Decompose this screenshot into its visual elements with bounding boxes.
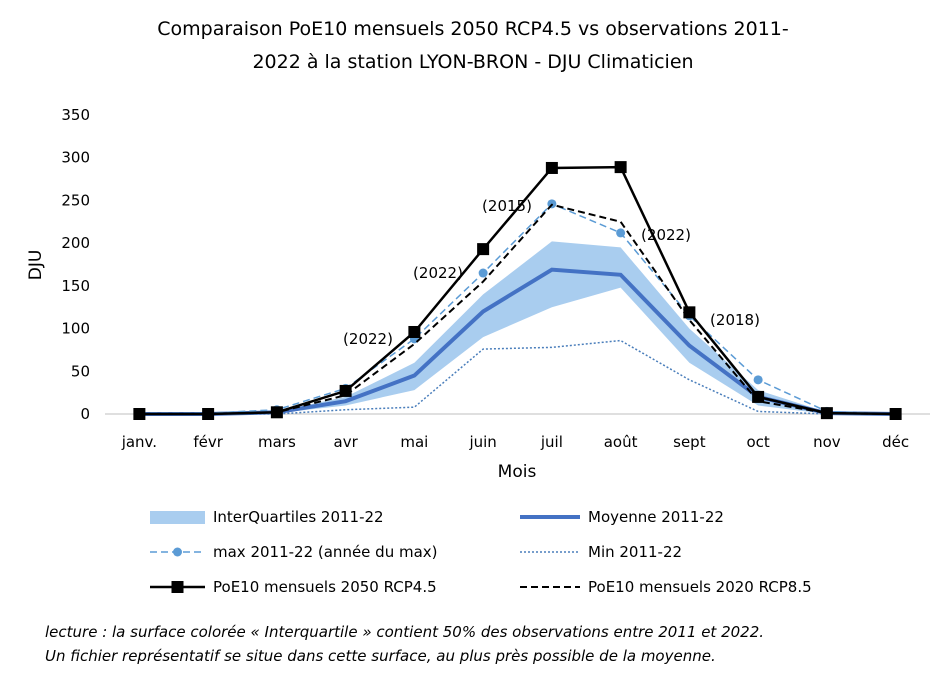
y-tick-label: 300 (61, 149, 90, 167)
y-tick-label: 0 (80, 405, 90, 423)
y-tick-label: 350 (61, 106, 90, 124)
x-tick-label: nov (813, 433, 841, 451)
x-tick-label: avr (334, 433, 359, 451)
x-tick-label: juin (468, 433, 496, 451)
marker (616, 228, 626, 238)
y-tick-label: 200 (61, 234, 90, 252)
annotation: (2018) (710, 311, 760, 329)
series-line (139, 203, 896, 415)
marker (477, 243, 490, 256)
legend-label: PoE10 mensuels 2050 RCP4.5 (213, 578, 437, 596)
x-axis-label: Mois (498, 462, 537, 482)
annotation: (2015) (482, 197, 532, 215)
x-tick-label: févr (193, 433, 223, 451)
annotation: (2022) (343, 330, 393, 348)
marker (753, 375, 763, 385)
interquartile-area (139, 241, 896, 414)
y-tick-label: 100 (61, 320, 90, 338)
series-line (139, 202, 896, 415)
chart-title: 2022 à la station LYON-BRON - DJU Climat… (252, 51, 693, 73)
x-tick-label: oct (746, 433, 769, 451)
marker (752, 390, 765, 403)
marker (820, 407, 833, 420)
x-tick-label: mai (400, 433, 428, 451)
x-tick-label: sept (673, 433, 706, 451)
annotation: (2022) (641, 226, 691, 244)
legend-label: PoE10 mensuels 2020 RCP8.5 (588, 578, 812, 596)
y-tick-label: 50 (71, 362, 90, 380)
x-tick-label: juil (540, 433, 563, 451)
chart-title: Comparaison PoE10 mensuels 2050 RCP4.5 v… (157, 18, 788, 40)
series-line (139, 267, 896, 416)
x-tick-label: août (604, 433, 638, 451)
annotation: (2022) (413, 264, 463, 282)
note: Un fichier représentatif se situe dans c… (45, 647, 716, 665)
y-axis-label: DJU (26, 250, 46, 281)
legend-label: Min 2011-22 (588, 543, 682, 561)
marker (545, 161, 558, 174)
legend-swatch (150, 511, 205, 524)
legend-marker (173, 547, 182, 557)
legend-marker (171, 581, 184, 593)
marker (614, 161, 627, 174)
y-tick-label: 150 (61, 277, 90, 295)
x-tick-label: janv. (121, 433, 157, 451)
y-tick-label: 250 (61, 191, 90, 209)
marker (408, 325, 421, 338)
series-line (139, 339, 896, 415)
marker (478, 268, 488, 278)
x-tick-label: mars (258, 433, 296, 451)
legend-label: max 2011-22 (année du max) (213, 543, 438, 561)
legend-label: InterQuartiles 2011-22 (213, 508, 384, 526)
x-tick-label: déc (882, 433, 909, 451)
note: lecture : la surface colorée « Interquar… (45, 623, 764, 641)
legend-label: Moyenne 2011-22 (588, 508, 724, 526)
